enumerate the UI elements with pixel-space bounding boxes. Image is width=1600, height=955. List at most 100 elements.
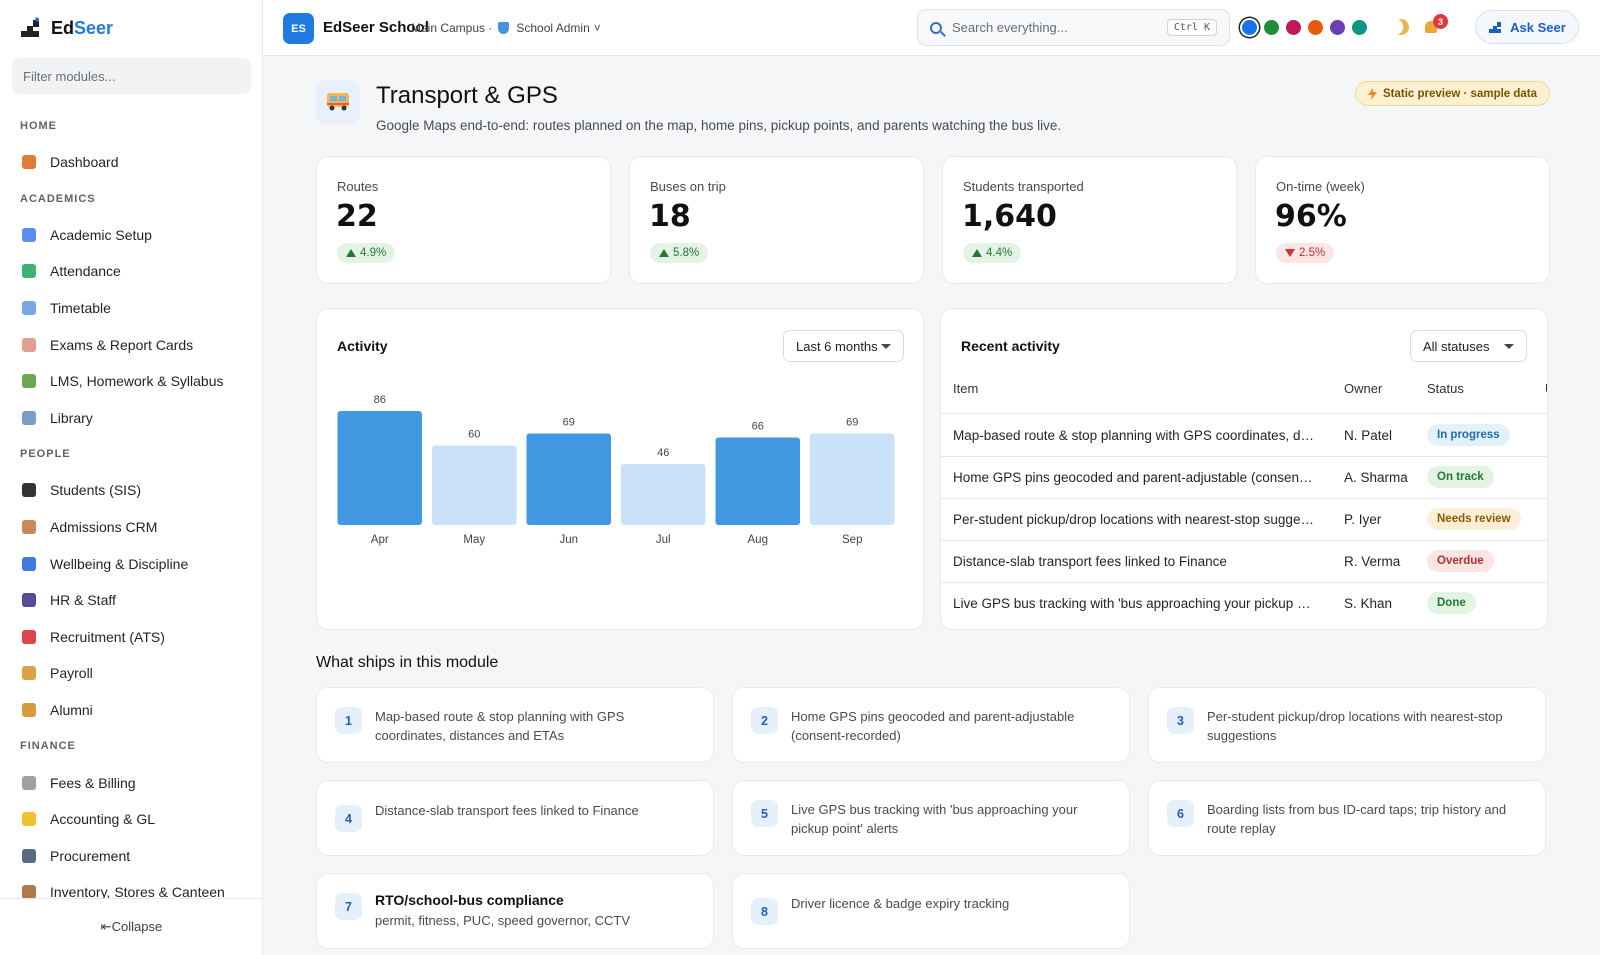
receipt-icon — [22, 775, 36, 790]
theme-swatch[interactable] — [1308, 20, 1323, 35]
filter-modules-input[interactable] — [12, 58, 251, 94]
feature-text: Boarding lists from bus ID-card taps; tr… — [1207, 802, 1507, 836]
school-badge[interactable]: ES — [283, 13, 314, 44]
trend-down-icon — [1285, 249, 1295, 257]
x-tick-label: Aug — [748, 534, 768, 546]
table-row[interactable]: Home GPS pins geocoded and parent-adjust… — [941, 456, 1547, 498]
school-context[interactable]: Main Campus · School Admin ˅ — [411, 21, 601, 35]
heart-icon — [22, 556, 36, 571]
activity-card: Activity Last 6 months 86 Apr 60 May 69 Jun 46… — [316, 308, 924, 630]
bar-may[interactable] — [432, 445, 517, 525]
sidebar-item-procurement[interactable]: Procurement — [0, 838, 263, 875]
bar-aug[interactable] — [715, 437, 801, 525]
sidebar-item-alumni[interactable]: Alumni — [0, 692, 263, 729]
column-header-item[interactable]: Item — [953, 381, 979, 396]
chevron-down-icon — [881, 343, 891, 349]
feature-number: 6 — [1167, 800, 1194, 827]
campus-label: Main Campus · — [411, 21, 493, 35]
status-badge: In progress — [1427, 424, 1510, 446]
sidebar-item-fees-billing[interactable]: Fees & Billing — [0, 764, 263, 801]
bar-jun[interactable] — [526, 433, 612, 525]
sidebar-item-students-sis[interactable]: Students (SIS) — [0, 472, 263, 509]
graduation-cap-icon — [22, 483, 36, 498]
feature-text: Driver licence & badge expiry tracking — [791, 896, 1010, 911]
theme-swatch[interactable] — [1264, 20, 1279, 35]
column-header-status[interactable]: Status — [1427, 381, 1464, 396]
sidebar-item-academic-setup[interactable]: Academic Setup — [0, 217, 263, 254]
sidebar-item-exams-report-cards[interactable]: Exams & Report Cards — [0, 326, 263, 363]
sidebar-item-payroll[interactable]: Payroll — [0, 655, 263, 692]
sidebar-item-inventory-stores-canteen[interactable]: Inventory, Stores & Canteen — [0, 874, 263, 898]
table-row[interactable]: Distance-slab transport fees linked to F… — [941, 540, 1547, 582]
bar-apr[interactable] — [337, 411, 423, 525]
kpi-card: Students transported 1,640 4.4% — [942, 156, 1237, 284]
table-row[interactable]: Map-based route & stop planning with GPS… — [941, 414, 1547, 456]
medal-icon — [22, 703, 36, 718]
bar-value-label: 69 — [563, 417, 575, 429]
sidebar-item-admissions-crm[interactable]: Admissions CRM — [0, 509, 263, 546]
sidebar-item-library[interactable]: Library — [0, 400, 263, 437]
ask-seer-button[interactable]: Ask Seer — [1475, 10, 1579, 44]
sidebar-item-timetable[interactable]: Timetable — [0, 290, 263, 327]
bus-icon — [316, 80, 360, 124]
notifications-bell-icon[interactable]: 3 — [1423, 14, 1448, 37]
sidebar-item-dashboard[interactable]: Dashboard — [0, 144, 263, 181]
brand[interactable]: EdSeer — [19, 16, 113, 40]
row-owner: N. Patel — [1344, 428, 1393, 443]
theme-swatch[interactable] — [1352, 20, 1367, 35]
row-owner: R. Verma — [1344, 554, 1401, 569]
bar-sep[interactable] — [810, 433, 895, 525]
kpi-value: 1,640 — [962, 199, 1057, 234]
feature-card: 5 Live GPS bus tracking with 'bus approac… — [732, 780, 1130, 856]
lightning-icon — [1368, 87, 1377, 100]
sidebar-item-recruitment-ats[interactable]: Recruitment (ATS) — [0, 619, 263, 656]
feature-number: 5 — [751, 800, 778, 827]
table-row[interactable]: Live GPS bus tracking with 'bus approach… — [941, 582, 1547, 624]
column-header-updated[interactable]: U — [1545, 381, 1547, 413]
nav-section-academics: ACADEMICS — [20, 192, 96, 205]
sidebar-item-wellbeing-discipline[interactable]: Wellbeing & Discipline — [0, 545, 263, 582]
school-name[interactable]: EdSeer School — [323, 19, 429, 36]
status-badge: On track — [1427, 466, 1494, 488]
sidebar-item-hr-staff[interactable]: HR & Staff — [0, 582, 263, 619]
notification-count-badge: 3 — [1433, 14, 1448, 29]
table-divider — [941, 456, 1547, 457]
kpi-value: 96% — [1275, 199, 1347, 234]
page-subtitle: Google Maps end-to-end: routes planned o… — [376, 118, 1062, 133]
recent-activity-title: Recent activity — [961, 338, 1060, 354]
status-badge: Done — [1427, 592, 1476, 614]
bar-value-label: 60 — [468, 428, 480, 440]
status-filter-select[interactable]: All statuses — [1410, 330, 1527, 362]
theme-swatch[interactable] — [1242, 20, 1257, 35]
dark-mode-toggle-icon[interactable] — [1390, 16, 1412, 38]
nav-section-home: HOME — [20, 120, 57, 132]
kpi-card: Buses on trip 18 5.8% — [629, 156, 924, 284]
sidebar-item-accounting-gl[interactable]: Accounting & GL — [0, 801, 263, 838]
row-item: Per-student pickup/drop locations with n… — [953, 512, 1315, 527]
status-badge: Overdue — [1427, 550, 1494, 572]
sidebar-item-lms-homework-syllabus[interactable]: LMS, Homework & Syllabus — [0, 363, 263, 400]
brand-name: EdSeer — [51, 17, 114, 38]
global-search[interactable]: Ctrl K — [917, 9, 1230, 46]
books-icon — [22, 374, 36, 389]
theme-swatch[interactable] — [1286, 20, 1301, 35]
static-preview-badge: Static preview · sample data — [1355, 81, 1551, 106]
sidebar-item-label: Attendance — [50, 263, 121, 280]
activity-range-select[interactable]: Last 6 months — [783, 330, 904, 362]
collapse-button[interactable]: ⇤Collapse — [0, 898, 263, 955]
kpi-value: 18 — [649, 199, 691, 234]
search-input[interactable] — [952, 20, 1157, 35]
sidebar-item-attendance[interactable]: Attendance — [0, 253, 263, 290]
sidebar-item-label: LMS, Homework & Syllabus — [50, 373, 224, 390]
row-owner: A. Sharma — [1344, 470, 1408, 485]
x-tick-label: May — [463, 534, 485, 546]
open-book-icon — [22, 410, 36, 425]
x-tick-label: Jul — [656, 534, 671, 546]
table-row[interactable]: Per-student pickup/drop locations with n… — [941, 498, 1547, 540]
theme-swatch[interactable] — [1330, 20, 1345, 35]
column-header-owner[interactable]: Owner — [1344, 381, 1383, 396]
seer-icon — [1489, 22, 1502, 33]
sidebar-nav: HOME Dashboard ACADEMICS Academic Setup Atte… — [0, 108, 263, 898]
bar-jul[interactable] — [621, 464, 706, 525]
kpi-card: Routes 22 4.9% — [316, 156, 611, 284]
